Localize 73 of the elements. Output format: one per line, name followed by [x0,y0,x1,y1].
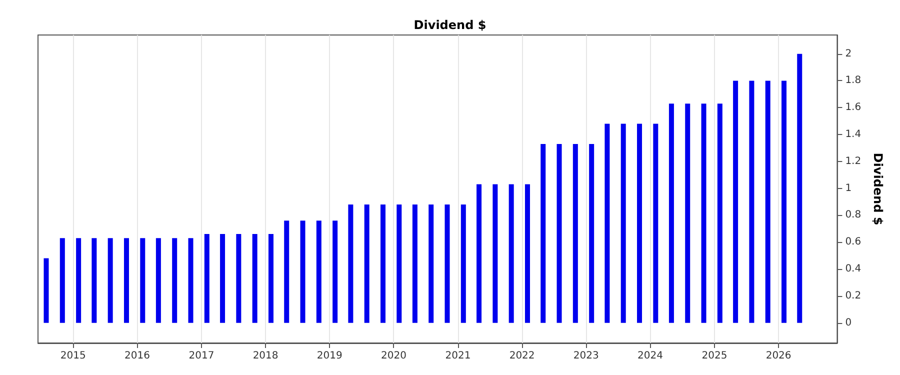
y-tick-label: 0.8 [845,210,862,221]
bar [108,238,113,323]
bar [396,204,402,323]
bar [460,204,466,323]
y-axis-title: Dividend $ [871,152,885,226]
bar [364,204,370,323]
bar [412,204,418,323]
x-tick-label: 2017 [188,350,214,362]
bar [765,80,770,323]
x-tick-label: 2026 [766,350,792,362]
bar [492,184,498,323]
x-tick-label: 2019 [316,350,342,362]
bar [797,54,802,323]
bar [653,124,658,323]
bar [508,184,514,323]
x-tick-label: 2024 [637,350,663,362]
bar [604,124,610,323]
bar [380,204,386,323]
x-tick-label: 2018 [252,350,278,362]
bar [782,80,786,323]
x-tick-label: 2025 [702,350,728,362]
bar [620,124,626,323]
bar [701,104,706,323]
bar [76,238,82,323]
bar [284,220,290,323]
bar [428,204,434,323]
bar [188,238,194,323]
bar [204,234,210,323]
y-tick-label: 0.6 [845,236,862,248]
bar [44,258,49,323]
x-tick-label: 2015 [60,350,86,362]
bar [172,238,178,323]
chart-title: Dividend $ [414,18,486,32]
bar [589,144,594,323]
y-tick-label: 0.4 [845,264,862,275]
bar [444,204,450,323]
bar [540,144,546,323]
bar [749,80,754,323]
y-tick-label: 1.6 [845,102,862,114]
x-tick-label: 2016 [124,350,150,362]
bar [140,238,146,323]
bar [252,234,258,323]
bar [668,104,674,323]
bar [572,144,578,323]
bar [476,184,482,323]
bar [524,184,530,323]
y-tick-label: 1.4 [845,129,862,140]
y-tick-label: 1.8 [845,75,862,86]
bar [220,234,226,323]
y-tick-label: 1 [845,182,852,194]
bar [156,238,161,323]
bar [717,104,722,323]
bar [332,220,338,323]
bar [124,238,129,323]
bar [637,124,642,323]
bar [685,104,690,323]
x-tick-label: 2022 [509,350,535,362]
bar [300,220,306,323]
bar [92,238,97,323]
bar [733,80,738,323]
x-tick-label: 2023 [573,350,599,362]
bar [316,220,322,323]
bar [60,238,65,323]
x-tick-label: 2020 [380,350,406,362]
bar [348,204,354,323]
y-tick-label: 1.2 [845,156,862,167]
bar [236,234,242,323]
y-tick-label: 2 [845,48,852,60]
bar [268,234,274,323]
y-tick-label: 0.2 [845,290,862,302]
bar [556,144,562,323]
x-tick-label: 2021 [445,350,471,362]
y-tick-label: 0 [845,317,852,328]
